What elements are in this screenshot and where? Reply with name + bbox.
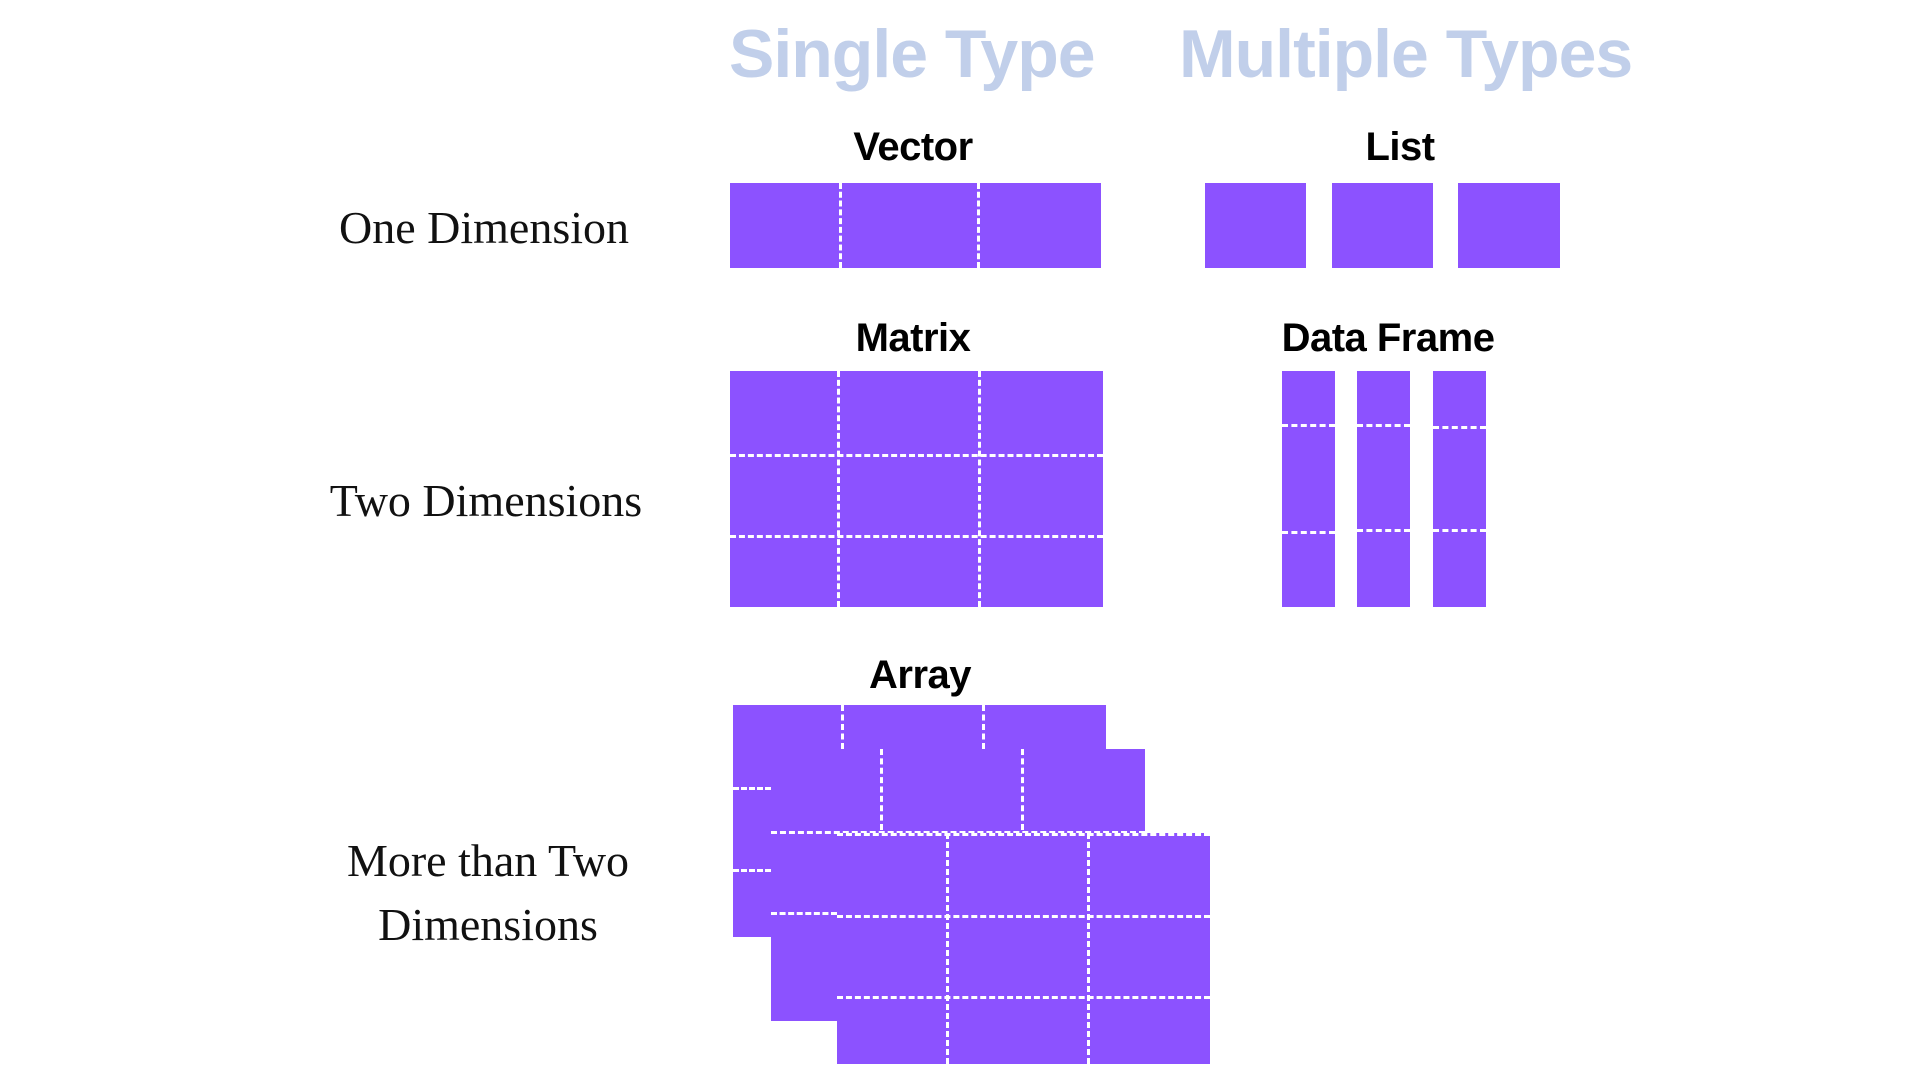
list-element-3 bbox=[1458, 183, 1560, 268]
column-heading-single-type: Single Type bbox=[729, 16, 1096, 92]
matrix-column-divider bbox=[837, 371, 840, 607]
data-frame-column-3 bbox=[1433, 371, 1486, 607]
array-column-divider bbox=[946, 833, 949, 1064]
label-matrix: Matrix bbox=[855, 316, 971, 360]
row-label-line-2: Dimensions bbox=[378, 899, 598, 950]
column-heading-multiple-types: Multiple Types bbox=[1179, 16, 1633, 92]
array-row-divider bbox=[837, 915, 1210, 918]
matrix-row-divider bbox=[730, 535, 1103, 538]
matrix-column-divider bbox=[978, 371, 981, 607]
data-frame-column-2 bbox=[1357, 371, 1410, 607]
array-row-divider bbox=[733, 787, 771, 790]
list-element-1 bbox=[1205, 183, 1306, 268]
label-array: Array bbox=[868, 653, 972, 697]
list-element-2 bbox=[1332, 183, 1433, 268]
label-list: List bbox=[1365, 125, 1435, 169]
array-layer-3 bbox=[837, 833, 1210, 1064]
data-frame-row-divider bbox=[1357, 529, 1410, 532]
array-column-divider bbox=[1087, 833, 1090, 1064]
array-row-divider bbox=[733, 869, 771, 872]
array-row-divider bbox=[837, 833, 1210, 836]
row-label-one-dimension: One Dimension bbox=[338, 202, 630, 253]
data-frame-row-divider bbox=[1433, 426, 1486, 429]
array-column-divider bbox=[1021, 749, 1024, 830]
label-data-frame: Data Frame bbox=[1281, 316, 1495, 360]
data-frame-row-divider bbox=[1357, 424, 1410, 427]
row-label-line-1: More than Two bbox=[346, 835, 630, 886]
data-frame-column-1 bbox=[1282, 371, 1335, 607]
matrix-row-divider bbox=[730, 454, 1103, 457]
row-label-two-dimensions: Two Dimensions bbox=[329, 475, 643, 526]
array-column-divider bbox=[982, 705, 985, 749]
array-row-divider bbox=[771, 831, 1145, 834]
vector-cell-divider bbox=[977, 183, 980, 268]
data-frame-row-divider bbox=[1282, 531, 1335, 534]
data-frame-row-divider bbox=[1433, 529, 1486, 532]
array-column-divider bbox=[841, 705, 844, 749]
array-row-divider bbox=[771, 912, 837, 915]
vector-diagram bbox=[730, 183, 1101, 268]
array-row-divider bbox=[837, 996, 1210, 999]
label-vector: Vector bbox=[853, 125, 973, 169]
vector-cell-divider bbox=[839, 183, 842, 268]
data-frame-row-divider bbox=[1282, 424, 1335, 427]
row-label-more-than-two-dimensions: More than Two Dimensions bbox=[347, 829, 629, 957]
array-column-divider bbox=[880, 749, 883, 830]
matrix-diagram bbox=[730, 371, 1103, 607]
